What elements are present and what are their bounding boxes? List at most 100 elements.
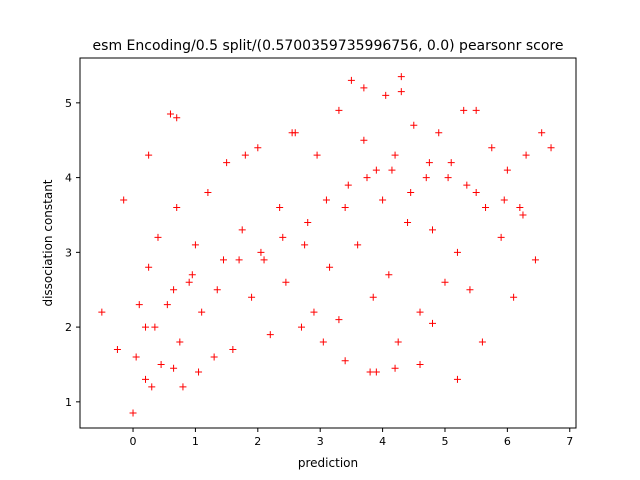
y-tick-label: 4: [65, 172, 72, 185]
data-point: [379, 196, 387, 204]
data-point: [366, 368, 374, 376]
data-point: [341, 203, 349, 211]
x-tick-label: 1: [192, 435, 199, 448]
data-point: [388, 166, 396, 174]
data-point: [135, 301, 143, 309]
data-point: [198, 308, 206, 316]
y-axis-label: dissociation constant: [41, 179, 55, 306]
data-point: [463, 181, 471, 189]
data-point: [354, 241, 362, 249]
data-point: [547, 144, 555, 152]
y-tick-label: 3: [65, 246, 72, 259]
data-point: [185, 278, 193, 286]
chart-title: esm Encoding/0.5 split/(0.57003597359967…: [93, 38, 564, 54]
data-point: [238, 226, 246, 234]
data-point: [148, 383, 156, 391]
data-point: [422, 174, 430, 182]
data-point: [472, 106, 480, 114]
data-point: [98, 308, 106, 316]
data-point: [229, 346, 237, 354]
data-point: [241, 151, 249, 159]
y-axis: 1 2 3 4 5: [65, 97, 80, 409]
data-point: [522, 151, 530, 159]
data-point: [500, 196, 508, 204]
data-point: [369, 293, 377, 301]
data-point: [132, 353, 140, 361]
data-point: [163, 301, 171, 309]
data-point: [391, 151, 399, 159]
data-point: [322, 196, 330, 204]
data-point: [453, 248, 461, 256]
data-point: [173, 114, 181, 122]
data-point: [385, 271, 393, 279]
data-point: [204, 189, 212, 197]
data-point: [372, 368, 380, 376]
data-point: [188, 271, 196, 279]
data-point: [151, 323, 159, 331]
data-point: [313, 151, 321, 159]
data-point: [195, 368, 203, 376]
data-point: [170, 286, 178, 294]
data-point: [404, 218, 412, 226]
data-point: [266, 331, 274, 339]
data-point: [391, 364, 399, 372]
data-point: [397, 88, 405, 96]
data-point: [335, 106, 343, 114]
x-tick-label: 4: [379, 435, 386, 448]
data-point: [213, 286, 221, 294]
data-point: [341, 357, 349, 365]
data-point: [372, 166, 380, 174]
data-point: [219, 256, 227, 264]
data-point: [538, 129, 546, 137]
data-point: [166, 110, 174, 118]
data-point: [223, 159, 231, 167]
data-point: [503, 166, 511, 174]
data-point: [478, 338, 486, 346]
data-point: [142, 375, 150, 383]
data-point: [191, 241, 199, 249]
x-tick-label: 6: [504, 435, 511, 448]
data-point: [363, 174, 371, 182]
data-point: [519, 211, 527, 219]
data-point: [444, 174, 452, 182]
x-axis-label: prediction: [298, 456, 358, 470]
data-point: [254, 144, 262, 152]
data-point: [416, 360, 424, 368]
data-point: [304, 218, 312, 226]
data-point: [142, 323, 150, 331]
data-point: [435, 129, 443, 137]
data-point: [360, 136, 368, 144]
x-tick-label: 5: [441, 435, 448, 448]
data-point: [472, 189, 480, 197]
data-point: [301, 241, 309, 249]
data-point: [347, 76, 355, 84]
y-tick-label: 1: [65, 396, 72, 409]
data-point: [429, 319, 437, 327]
data-point: [407, 189, 415, 197]
x-tick-label: 7: [566, 435, 573, 448]
data-point: [482, 203, 490, 211]
data-point: [360, 84, 368, 92]
plot-frame: [79, 57, 577, 429]
data-point: [154, 233, 162, 241]
data-point: [382, 91, 390, 99]
x-tick-label: 2: [254, 435, 261, 448]
x-axis: 0 1 2 3 4 5 6 7: [130, 428, 573, 448]
data-point: [179, 383, 187, 391]
data-point: [326, 263, 334, 271]
data-point: [176, 338, 184, 346]
data-point: [531, 256, 539, 264]
data-point: [282, 278, 290, 286]
data-point: [276, 203, 284, 211]
data-point: [394, 338, 402, 346]
data-point: [157, 360, 165, 368]
data-point: [145, 263, 153, 271]
data-point: [425, 159, 433, 167]
data-point: [516, 203, 524, 211]
data-point: [410, 121, 418, 129]
data-point: [235, 256, 243, 264]
data-point: [488, 144, 496, 152]
data-point: [319, 338, 327, 346]
data-point: [416, 308, 424, 316]
